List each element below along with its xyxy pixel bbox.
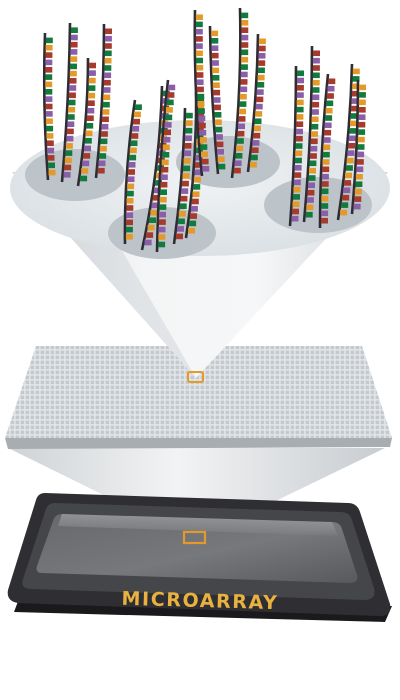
dna-strand-icon <box>318 73 336 229</box>
dna-strand-icon <box>193 9 210 177</box>
zoom-beam-lower <box>8 448 385 540</box>
dna-strand-icon <box>288 65 304 227</box>
slide-highlight-box-icon <box>187 371 204 383</box>
dna-strand-icon <box>123 99 142 245</box>
microarray-chip: MICROARRAY <box>7 493 392 622</box>
dna-strand-icon <box>76 57 96 187</box>
slide-grid <box>5 346 392 438</box>
dna-strand-icon <box>42 32 56 181</box>
chip-label: MICROARRAY <box>121 588 278 614</box>
dna-strand-icon <box>336 63 360 221</box>
dna-strand-icon <box>208 25 226 175</box>
chip-highlight-box-icon <box>182 530 207 545</box>
dna-strand-icon <box>230 7 249 179</box>
dna-probes <box>42 7 366 253</box>
dna-strand-icon <box>246 33 266 173</box>
chip-glare <box>58 514 338 536</box>
dna-strand-icon <box>94 23 112 179</box>
dna-strand-icon <box>350 79 366 215</box>
dna-strand-icon <box>172 107 193 245</box>
slide-edge <box>5 438 392 449</box>
dna-strand-icon <box>302 45 320 223</box>
probe-spot-1 <box>25 149 125 201</box>
dna-strand-icon <box>155 79 176 253</box>
array-slide <box>5 346 392 449</box>
dna-strand-icon <box>60 22 78 183</box>
